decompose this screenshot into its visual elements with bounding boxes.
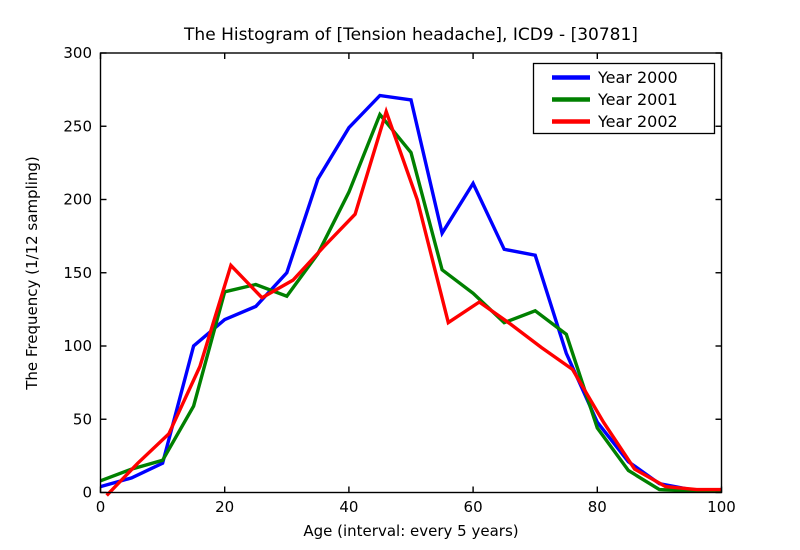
- x-tick-label: 100: [707, 498, 736, 516]
- series-line-year-2001: [99, 111, 722, 493]
- x-tick-label: 40: [339, 498, 358, 516]
- y-tick-label: 100: [63, 337, 92, 355]
- y-tick-label: 250: [63, 117, 92, 135]
- series-line-year-2000: [100, 93, 722, 493]
- x-tick-label: 0: [96, 498, 106, 516]
- legend-label-year-2002: Year 2002: [597, 112, 678, 131]
- legend: Year 2000 Year 2001 Year 2002: [532, 62, 716, 135]
- tick-layer: 0 20 40 60 80 100 0 50 100 150 200 250 300: [63, 44, 735, 516]
- x-tick-label: 20: [215, 498, 234, 516]
- x-axis-label: Age (interval: every 5 years): [303, 522, 518, 540]
- series-layer: [99, 93, 722, 497]
- series-line-year-2002: [105, 106, 722, 497]
- y-tick-label: 300: [63, 44, 92, 62]
- y-tick-label: 200: [63, 191, 92, 209]
- y-tick-label: 150: [63, 264, 92, 282]
- x-tick-label: 60: [464, 498, 483, 516]
- y-axis-label: The Frequency (1/12 sampling): [23, 156, 41, 391]
- legend-label-year-2001: Year 2001: [597, 90, 678, 109]
- legend-label-year-2000: Year 2000: [597, 68, 678, 87]
- y-tick-label: 0: [82, 484, 92, 502]
- chart-title: The Histogram of [Tension headache], ICD…: [183, 25, 638, 45]
- y-tick-label: 50: [73, 410, 92, 428]
- x-tick-label: 80: [588, 498, 607, 516]
